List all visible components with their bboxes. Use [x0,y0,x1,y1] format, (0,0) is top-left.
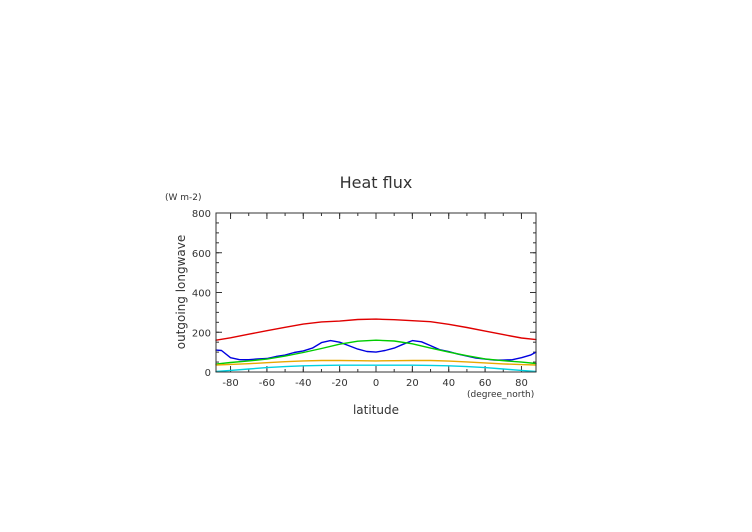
y-axis-unit: (W m-2) [165,193,202,203]
y-tick-label: 0 [205,368,211,379]
x-tick-label: -40 [295,378,311,389]
x-tick-label: -20 [331,378,347,389]
series-line [215,339,537,361]
series-line [215,359,537,366]
x-axis-unit: (degree_north) [467,390,534,400]
x-tick-label: 0 [373,378,379,389]
y-axis-label: outgoing longwave [174,235,188,350]
series-line [215,318,537,341]
chart-title: Heat flux [340,173,413,192]
series-line [215,364,537,373]
x-tick-label: 80 [515,378,528,389]
x-tick-label: 60 [479,378,492,389]
x-tick-label: 20 [406,378,419,389]
y-tick-label: 800 [192,209,211,220]
x-tick-label: 40 [442,378,455,389]
x-tick-label: -80 [222,378,238,389]
series-line [215,339,537,365]
y-tick-label: 400 [192,289,211,300]
plot-frame [215,212,537,373]
y-tick-label: 600 [192,249,211,260]
plot-series [215,318,537,373]
x-tick-label: -60 [259,378,275,389]
x-axis-label: latitude [353,403,399,417]
y-tick-label: 200 [192,328,211,339]
